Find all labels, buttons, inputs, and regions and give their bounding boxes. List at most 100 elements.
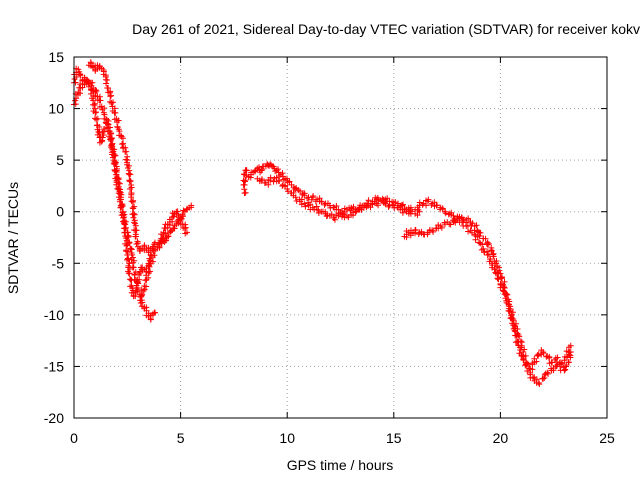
data-point	[382, 200, 389, 207]
data-point	[456, 213, 463, 220]
y-tick-label: -15	[44, 358, 64, 374]
data-point	[464, 222, 471, 229]
data-point	[491, 266, 498, 273]
data-point	[128, 191, 135, 198]
data-point	[178, 215, 185, 222]
data-point	[365, 197, 372, 204]
data-point	[509, 309, 516, 316]
grid-layer	[74, 57, 607, 418]
data-point	[114, 185, 121, 192]
data-point	[331, 216, 338, 223]
data-point	[567, 342, 574, 349]
data-point	[124, 248, 131, 255]
data-point	[510, 325, 517, 332]
data-point	[566, 351, 573, 358]
data-point	[307, 201, 314, 208]
data-point	[76, 90, 83, 97]
data-point	[100, 126, 107, 133]
data-point	[109, 149, 116, 156]
data-point	[116, 180, 123, 187]
data-point	[108, 99, 115, 106]
x-tick-label: 25	[599, 430, 615, 446]
data-point	[163, 237, 170, 244]
data-point	[108, 142, 115, 149]
tick-layer: 0 5 10 15 20 25 15 10 5 0 -5 -10 -15 -20	[44, 49, 615, 446]
data-point	[119, 209, 126, 216]
data-point	[124, 159, 131, 166]
data-point	[561, 367, 568, 374]
data-point	[174, 208, 181, 215]
series-arc-1	[71, 65, 159, 323]
data-point	[516, 344, 523, 351]
data-point	[384, 195, 391, 202]
data-point	[103, 80, 110, 87]
data-point	[259, 176, 266, 183]
data-point	[430, 228, 437, 235]
data-point	[540, 350, 547, 357]
data-point	[474, 228, 481, 235]
data-point	[133, 285, 140, 292]
data-point	[447, 221, 454, 228]
x-tick-label: 0	[70, 430, 78, 446]
data-point	[533, 358, 540, 365]
data-point	[414, 212, 421, 219]
data-point	[544, 369, 551, 376]
data-point	[133, 240, 140, 247]
y-axis-label: SDTVAR / TECUs	[5, 182, 21, 294]
data-point	[92, 109, 99, 116]
data-point	[557, 363, 564, 370]
data-point	[72, 79, 79, 86]
data-point	[301, 200, 308, 207]
data-point	[535, 379, 542, 386]
data-point	[151, 252, 158, 259]
data-point	[152, 309, 159, 316]
data-point	[169, 214, 176, 221]
data-point	[465, 215, 472, 222]
data-point	[534, 352, 541, 359]
series-arc-9	[412, 196, 574, 374]
data-point	[407, 204, 414, 211]
data-point	[141, 242, 148, 249]
data-point	[438, 224, 445, 231]
data-point	[93, 87, 100, 94]
data-point	[104, 77, 111, 84]
data-point	[540, 375, 547, 382]
data-point	[501, 291, 508, 298]
data-point	[328, 211, 335, 218]
data-point	[273, 174, 280, 181]
data-point	[276, 178, 283, 185]
data-point	[241, 178, 248, 185]
data-point	[536, 381, 543, 388]
data-point	[484, 248, 491, 255]
data-point	[90, 92, 97, 99]
data-point	[128, 198, 135, 205]
x-tick-label: 15	[386, 430, 402, 446]
data-point	[99, 137, 106, 144]
data-point	[474, 233, 481, 240]
chart-title: Day 261 of 2021, Sidereal Day-to-day VTE…	[132, 21, 640, 37]
x-tick-label: 20	[493, 430, 509, 446]
data-point	[138, 297, 145, 304]
data-point	[399, 209, 406, 216]
data-point	[123, 148, 130, 155]
data-point	[267, 174, 274, 181]
data-point	[335, 212, 342, 219]
data-point	[87, 59, 94, 66]
data-point	[510, 317, 517, 324]
data-point	[494, 269, 501, 276]
data-point	[476, 239, 483, 246]
data-point	[147, 316, 154, 323]
data-point	[316, 195, 323, 202]
data-point	[442, 210, 449, 217]
data-point	[85, 78, 92, 85]
data-point	[412, 226, 419, 233]
data-point	[124, 164, 131, 171]
data-point	[505, 301, 512, 308]
data-point	[514, 339, 521, 346]
data-point	[125, 270, 132, 277]
data-point	[146, 255, 153, 262]
data-point	[89, 79, 96, 86]
data-point	[146, 263, 153, 270]
data-point	[143, 283, 150, 290]
